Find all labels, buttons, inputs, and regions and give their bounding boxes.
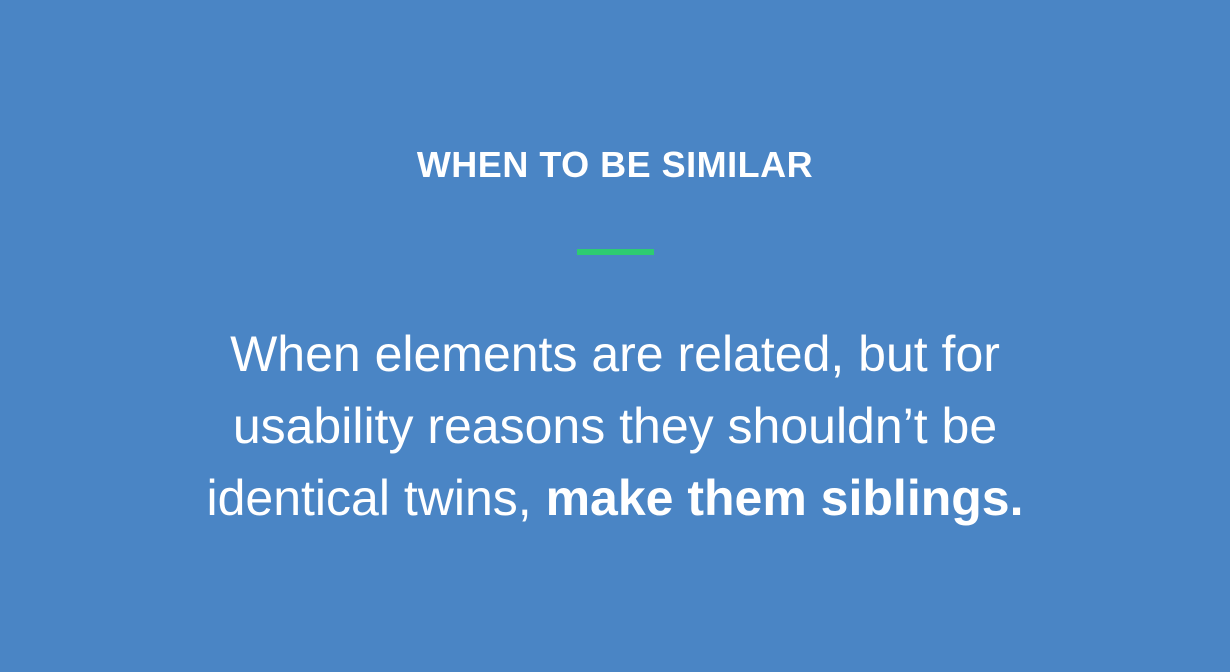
body-line-3-text: identical twins, (206, 470, 532, 526)
body-line-1: When elements are related, but for (230, 326, 1000, 382)
body-emphasis: make them siblings. (545, 470, 1024, 526)
slide-body: When elements are related, but for usabi… (150, 318, 1080, 534)
slide-title: WHEN TO BE SIMILAR (416, 144, 814, 185)
body-line-3: identical twins, make them siblings. (150, 462, 1080, 534)
accent-divider (577, 249, 654, 255)
body-line-2: usability reasons they shouldn’t be (232, 398, 998, 454)
